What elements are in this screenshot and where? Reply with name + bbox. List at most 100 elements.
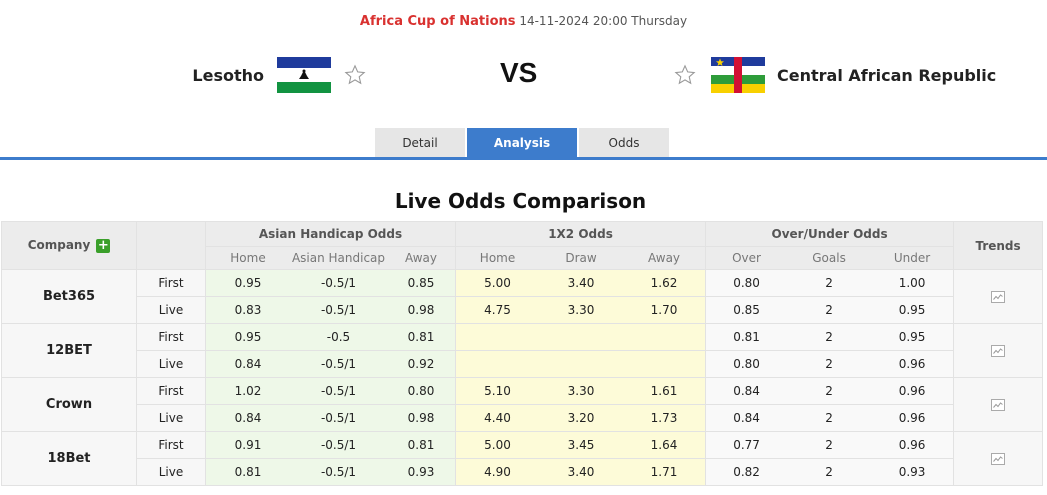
x12-home-odds: 5.00	[455, 269, 540, 297]
ah-home-subheader: Home	[205, 246, 291, 270]
ah-home-odds: 0.84	[205, 404, 291, 432]
line-chart-icon[interactable]	[991, 291, 1006, 303]
odds-type: First	[136, 431, 206, 459]
ah-away-odds: 0.98	[386, 296, 457, 324]
x12-draw-odds	[539, 350, 623, 378]
ou-over-odds: 0.85	[705, 296, 788, 324]
ah-home-odds: 0.91	[205, 431, 291, 459]
x12-home-odds: 5.10	[455, 377, 540, 405]
ou-under-odds: 0.96	[870, 431, 955, 459]
ah-home-odds: 0.84	[205, 350, 291, 378]
ah-handicap: -0.5/1	[290, 269, 387, 297]
ou-over-odds: 0.84	[705, 404, 788, 432]
x12-away-odds: 1.70	[622, 296, 707, 324]
company-header: Company +	[1, 221, 137, 270]
x12-home-subheader: Home	[455, 246, 541, 270]
x12-header: 1X2 Odds	[455, 221, 707, 247]
trend-button[interactable]	[953, 377, 1044, 432]
table-row: Bet365 First 0.95 -0.5/1 0.85 5.00 3.40 …	[1, 269, 1044, 324]
ou-goals: 2	[787, 323, 871, 351]
ah-home-odds: 1.02	[205, 377, 291, 405]
x12-home-odds: 4.90	[455, 458, 540, 486]
table-row: Live 0.84 -0.5/1 0.92 0.80 2 0.96	[2, 350, 1043, 378]
ou-over-odds: 0.77	[705, 431, 788, 459]
ah-away-odds: 0.93	[386, 458, 457, 486]
tab-odds[interactable]: Odds	[579, 128, 669, 158]
x12-home-odds: 5.00	[455, 431, 540, 459]
table-row: Live 0.84 -0.5/1 0.98 4.40 3.20 1.73 0.8…	[2, 404, 1043, 432]
ah-handicap: -0.5/1	[290, 296, 387, 324]
x12-home-odds	[455, 350, 540, 378]
x12-away-odds: 1.61	[622, 377, 707, 405]
odds-table-body: Bet365 First 0.95 -0.5/1 0.85 5.00 3.40 …	[1, 269, 1044, 486]
x12-away-odds: 1.64	[622, 431, 707, 459]
ah-handicap: -0.5/1	[290, 458, 387, 486]
odds-type: Live	[136, 458, 206, 486]
company-name[interactable]: Bet365	[1, 269, 137, 324]
company-header-label: Company	[27, 238, 91, 253]
home-team-name[interactable]: Lesotho	[192, 66, 264, 85]
x12-draw-odds: 3.40	[539, 458, 623, 486]
type-header	[136, 221, 206, 270]
ou-over-odds: 0.80	[705, 350, 788, 378]
ah-away-odds: 0.98	[386, 404, 457, 432]
x12-draw-subheader: Draw	[539, 246, 624, 270]
x12-draw-odds	[539, 323, 623, 351]
x12-home-odds: 4.75	[455, 296, 540, 324]
tab-bar-underline	[0, 157, 1047, 160]
odds-type: Live	[136, 296, 206, 324]
teams-row: Lesotho VS Central African Republic	[0, 54, 1047, 98]
ou-over-subheader: Over	[705, 246, 789, 270]
x12-home-odds	[455, 323, 540, 351]
ou-goals: 2	[787, 377, 871, 405]
ou-goals: 2	[787, 458, 871, 486]
company-name[interactable]: 12BET	[1, 323, 137, 378]
favorite-star-home-icon[interactable]	[344, 64, 366, 86]
trend-button[interactable]	[953, 323, 1044, 378]
ou-under-odds: 0.93	[870, 458, 955, 486]
ou-goals: 2	[787, 269, 871, 297]
x12-draw-odds: 3.40	[539, 269, 623, 297]
match-tabs: Detail Analysis Odds	[375, 128, 669, 158]
match-header: Africa Cup of Nations 14-11-2024 20:00 T…	[0, 14, 1047, 29]
asian-handicap-header: Asian Handicap Odds	[204, 221, 457, 247]
central-african-republic-flag-icon	[711, 57, 765, 93]
line-chart-icon[interactable]	[991, 345, 1006, 357]
ou-goals: 2	[787, 404, 871, 432]
ou-under-odds: 1.00	[870, 269, 955, 297]
league-name[interactable]: Africa Cup of Nations	[359, 14, 516, 29]
x12-home-odds: 4.40	[455, 404, 540, 432]
ah-home-odds: 0.83	[205, 296, 291, 324]
line-chart-icon[interactable]	[991, 453, 1006, 465]
favorite-star-away-icon[interactable]	[674, 64, 696, 86]
odds-comparison-table: Company + Asian Handicap Odds 1X2 Odds Ov…	[1, 221, 1044, 486]
tab-analysis[interactable]: Analysis	[467, 128, 577, 158]
table-row: 18Bet First 0.91 -0.5/1 0.81 5.00 3.45 1…	[1, 431, 1044, 486]
add-company-plus-icon[interactable]: +	[96, 237, 111, 253]
ou-under-odds: 0.96	[870, 404, 955, 432]
trend-button[interactable]	[953, 431, 1044, 486]
ah-home-odds: 0.81	[205, 458, 291, 486]
x12-draw-odds: 3.30	[539, 377, 623, 405]
ah-handicap: -0.5	[290, 323, 387, 351]
ah-handicap: -0.5/1	[290, 350, 387, 378]
x12-draw-odds: 3.45	[539, 431, 623, 459]
ou-goals: 2	[787, 431, 871, 459]
ah-handicap-subheader: Asian Handicap	[290, 246, 387, 270]
ah-away-odds: 0.92	[386, 350, 457, 378]
tab-detail[interactable]: Detail	[375, 128, 465, 158]
ah-handicap: -0.5/1	[290, 377, 387, 405]
trend-button[interactable]	[953, 269, 1044, 324]
company-name[interactable]: Crown	[1, 377, 137, 432]
table-row: Crown First 1.02 -0.5/1 0.80 5.10 3.30 1…	[1, 377, 1044, 432]
away-team-name[interactable]: Central African Republic	[777, 66, 997, 85]
x12-away-subheader: Away	[622, 246, 707, 270]
ah-away-odds: 0.80	[386, 377, 457, 405]
ou-under-odds: 0.96	[870, 350, 955, 378]
ou-over-odds: 0.81	[705, 323, 788, 351]
section-title: Live Odds Comparison	[394, 189, 647, 213]
ou-under-odds: 0.95	[870, 296, 955, 324]
odds-type: First	[136, 323, 206, 351]
company-name[interactable]: 18Bet	[1, 431, 137, 486]
line-chart-icon[interactable]	[991, 399, 1006, 411]
